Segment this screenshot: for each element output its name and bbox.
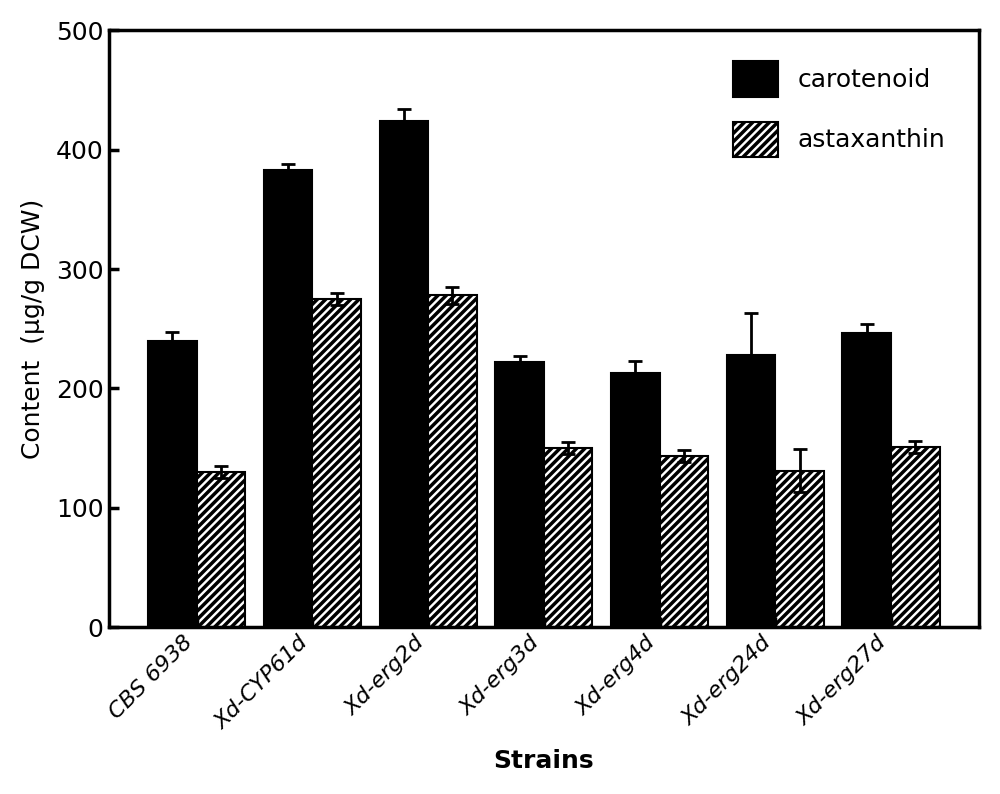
Bar [544, 448, 592, 627]
Legend: carotenoid, astaxanthin: carotenoid, astaxanthin [720, 48, 958, 170]
Bar [197, 472, 245, 627]
Bar [264, 170, 312, 627]
X-axis label: Strains: Strains [494, 750, 594, 773]
Bar [495, 362, 544, 627]
Bar [727, 355, 775, 627]
Bar [891, 447, 940, 627]
Bar [380, 121, 428, 627]
Bar [148, 341, 197, 627]
Bar [312, 299, 361, 627]
Bar [775, 471, 824, 627]
Bar [842, 333, 891, 627]
Y-axis label: Content  (μg/g DCW): Content (μg/g DCW) [21, 198, 45, 459]
Bar [660, 457, 708, 627]
Bar [611, 373, 660, 627]
Bar [428, 295, 477, 627]
